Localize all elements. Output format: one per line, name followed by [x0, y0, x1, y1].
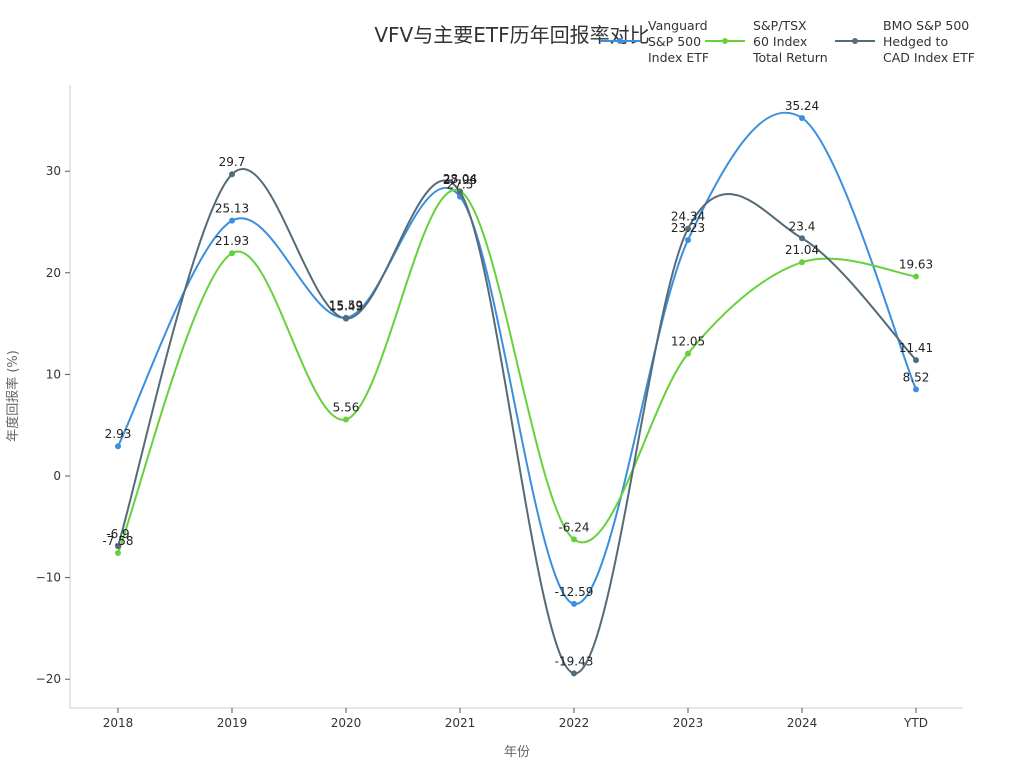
x-tick-label: 2019: [217, 716, 248, 730]
data-label: 27.96: [443, 173, 477, 187]
data-label: 27.5: [447, 178, 474, 192]
data-point: [685, 236, 691, 243]
y-tick-label: 10: [46, 367, 61, 381]
data-label: 5.56: [333, 401, 360, 415]
series-3: [115, 168, 919, 677]
x-tick-label: 2023: [673, 716, 704, 730]
data-label: -12.59: [555, 585, 594, 599]
y-tick-label: 20: [46, 266, 61, 280]
data-label: 2.93: [105, 427, 132, 441]
y-axis-title: 年度回报率 (%): [5, 350, 21, 442]
data-point: [799, 259, 805, 266]
data-label: 29.7: [219, 155, 246, 169]
data-point: [571, 670, 577, 677]
data-point: [343, 416, 349, 423]
x-tick-label: 2020: [331, 716, 362, 730]
x-tick-label: 2024: [787, 716, 818, 730]
x-tick-label: 2022: [559, 716, 590, 730]
data-point: [229, 217, 235, 224]
legend-label: S&P/TSX: [753, 18, 807, 33]
x-tick-label: 2018: [103, 716, 134, 730]
data-label: -6.24: [558, 520, 589, 534]
data-label: 21.93: [215, 234, 249, 248]
data-point: [685, 350, 691, 357]
x-tick-label: 2021: [445, 716, 476, 730]
y-tick-label: 0: [53, 469, 61, 483]
data-point: [343, 315, 349, 322]
y-tick-label: 30: [46, 164, 61, 178]
legend-label: Vanguard: [648, 18, 708, 33]
data-label: -6.9: [106, 527, 129, 541]
data-label: 15.49: [329, 300, 363, 314]
legend-label: 60 Index: [753, 34, 807, 49]
data-point: [799, 114, 805, 121]
x-axis-title: 年份: [504, 745, 530, 760]
data-point: [913, 386, 919, 393]
data-label: -19.43: [555, 654, 594, 668]
data-point: [913, 273, 919, 280]
chart-title: VFV与主要ETF历年回报率对比: [374, 23, 649, 47]
data-label: 12.05: [671, 335, 705, 349]
data-point: [115, 443, 121, 450]
axes: [69, 85, 963, 709]
data-point: [685, 225, 691, 232]
legend-label: Index ETF: [648, 50, 709, 65]
data-label: -7.58: [102, 534, 133, 548]
data-point: [457, 188, 463, 195]
data-label: 23.4: [789, 219, 816, 233]
data-label: 35.24: [785, 99, 819, 113]
data-point: [799, 235, 805, 242]
legend-marker: [722, 38, 728, 44]
legend-label: Hedged to: [883, 34, 948, 49]
series-lines: [115, 111, 919, 677]
legend-label: Total Return: [752, 50, 828, 65]
y-tick-label: −10: [36, 571, 61, 585]
data-label: 21.04: [785, 243, 819, 257]
data-point: [115, 543, 121, 550]
data-label: 24.34: [671, 210, 705, 224]
data-label: 11.41: [899, 341, 933, 355]
data-point: [229, 250, 235, 257]
series-line: [117, 111, 917, 605]
data-labels: 2.93 25.13 15.59 27.5 -12.59 23.23 35.24 8.52 -7…: [102, 99, 933, 668]
series-line: [117, 168, 917, 675]
data-label: 8.52: [903, 370, 930, 384]
data-point: [571, 600, 577, 607]
data-label: 25.13: [215, 202, 249, 216]
legend-label: CAD Index ETF: [883, 50, 975, 65]
data-label: 19.63: [899, 258, 933, 272]
data-point: [913, 357, 919, 364]
data-label: 15.59: [329, 299, 363, 313]
data-point: [229, 171, 235, 178]
data-label: 28.04: [443, 172, 477, 186]
x-tick-label: YTD: [903, 716, 928, 730]
x-ticks: 2018 2019 2020 2021 2022 2023 2024 YTD: [103, 708, 928, 730]
y-tick-label: −20: [36, 672, 61, 686]
legend-marker: [852, 38, 858, 44]
y-ticks: −20 −10 0 10 20 30: [36, 164, 70, 686]
data-point: [571, 536, 577, 543]
legend-label: S&P 500: [648, 34, 701, 49]
data-point: [115, 550, 121, 557]
legend-label: BMO S&P 500: [883, 18, 969, 33]
data-label: 23.23: [671, 221, 705, 235]
legend-marker: [617, 38, 623, 44]
